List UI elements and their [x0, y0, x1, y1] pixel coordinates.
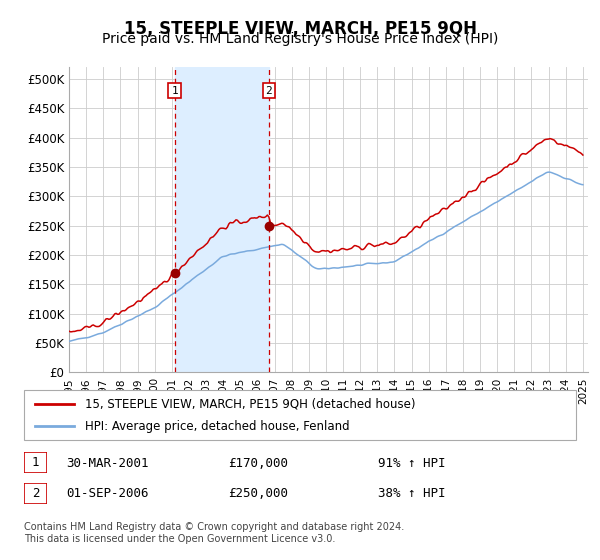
Text: 2: 2 — [265, 86, 272, 96]
Text: 01-SEP-2006: 01-SEP-2006 — [66, 487, 149, 500]
Text: Price paid vs. HM Land Registry's House Price Index (HPI): Price paid vs. HM Land Registry's House … — [102, 32, 498, 46]
Text: 1: 1 — [171, 86, 178, 96]
Text: Contains HM Land Registry data © Crown copyright and database right 2024.
This d: Contains HM Land Registry data © Crown c… — [24, 522, 404, 544]
Bar — [175, 67, 269, 372]
Text: 30-MAR-2001: 30-MAR-2001 — [66, 456, 149, 469]
Text: £170,000: £170,000 — [228, 456, 288, 469]
Text: 15, STEEPLE VIEW, MARCH, PE15 9QH: 15, STEEPLE VIEW, MARCH, PE15 9QH — [124, 20, 476, 38]
FancyBboxPatch shape — [24, 452, 47, 473]
FancyBboxPatch shape — [24, 483, 47, 504]
Text: 1: 1 — [32, 456, 39, 469]
Text: £250,000: £250,000 — [228, 487, 288, 500]
Text: 15, STEEPLE VIEW, MARCH, PE15 9QH (detached house): 15, STEEPLE VIEW, MARCH, PE15 9QH (detac… — [85, 397, 415, 410]
Text: 91% ↑ HPI: 91% ↑ HPI — [378, 456, 445, 469]
Text: HPI: Average price, detached house, Fenland: HPI: Average price, detached house, Fenl… — [85, 420, 349, 433]
Text: 38% ↑ HPI: 38% ↑ HPI — [378, 487, 445, 500]
Text: 2: 2 — [32, 487, 39, 500]
